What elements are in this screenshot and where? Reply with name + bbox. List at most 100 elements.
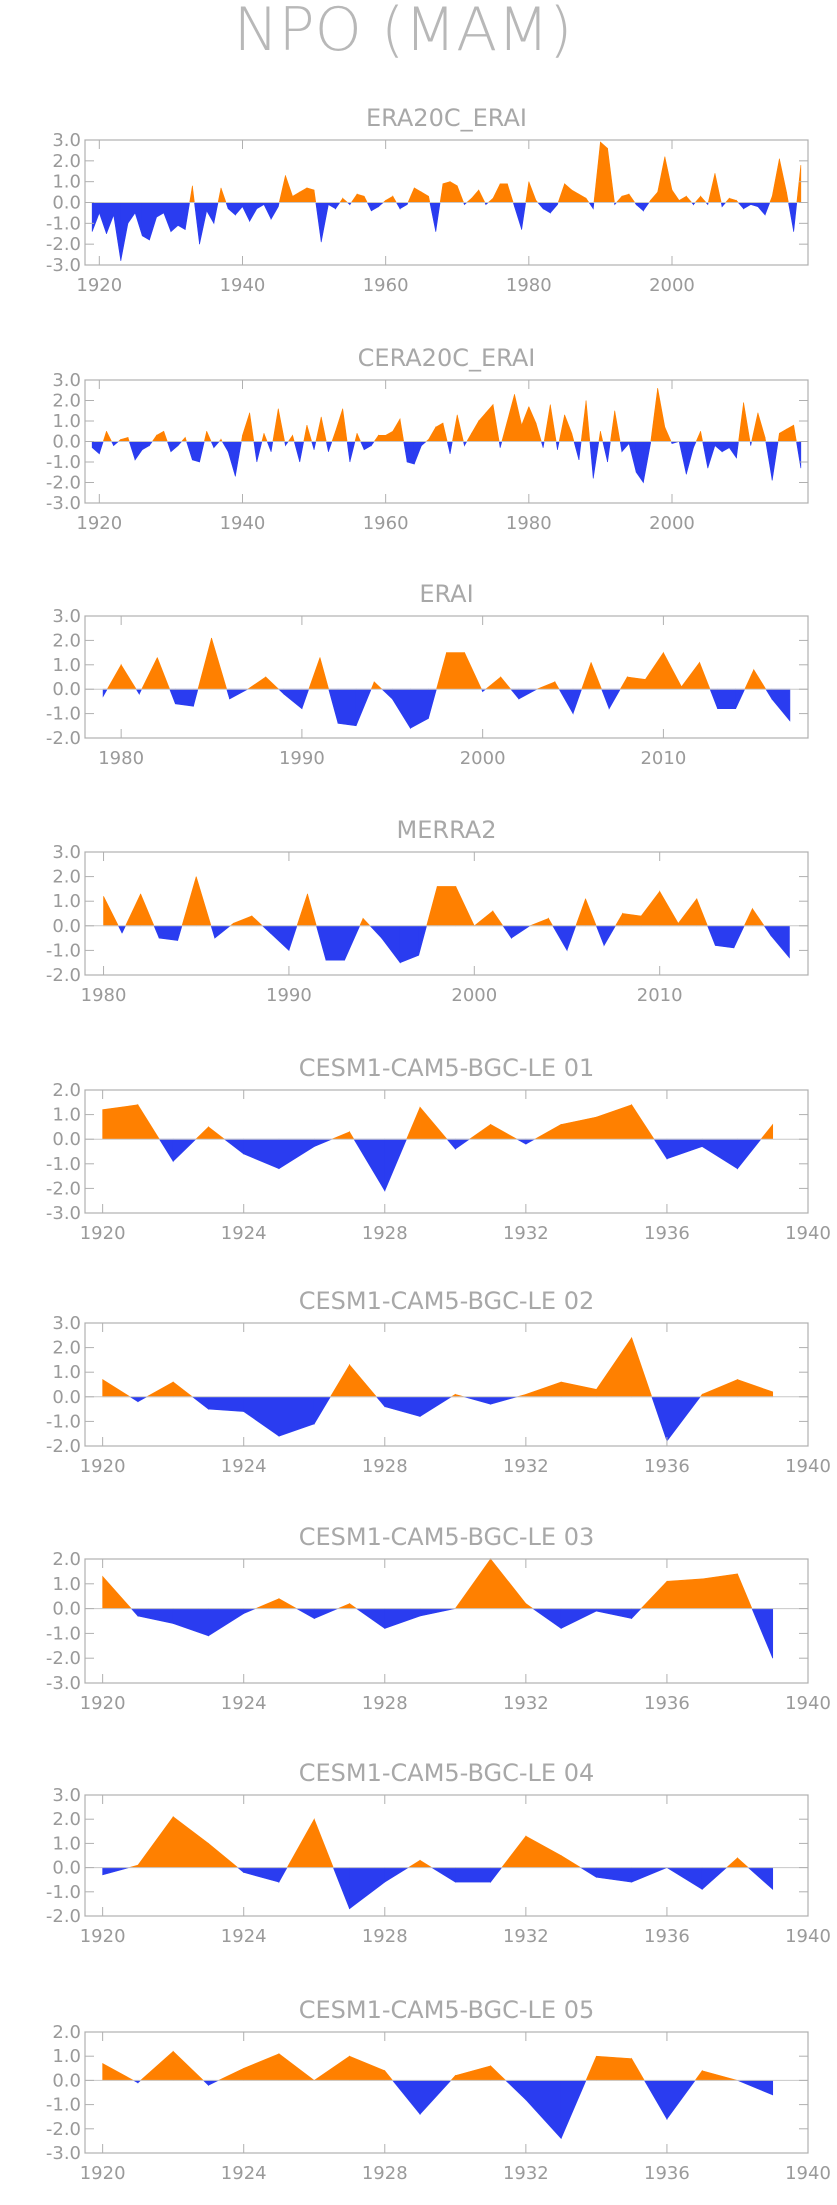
positive-area	[339, 197, 344, 203]
y-tick-label: -2.0	[46, 473, 81, 494]
x-tick-label: 1990	[279, 748, 325, 769]
negative-area	[214, 925, 232, 939]
negative-area	[601, 688, 610, 709]
positive-area	[211, 637, 228, 690]
panel-title: CESM1-CAM5-BGC-LE 05	[299, 1996, 595, 2024]
positive-area	[249, 412, 255, 442]
positive-area	[575, 898, 586, 927]
positive-area	[127, 437, 130, 442]
positive-area	[525, 181, 530, 203]
negative-area	[714, 441, 723, 453]
negative-area	[693, 441, 697, 448]
chart-panel: CERA20C_ERAI 3.02.01.00.0-1.0-2.0-3.01920…	[46, 344, 809, 534]
negative-area	[137, 1608, 174, 1624]
negative-area	[194, 202, 200, 245]
positive-area	[786, 424, 794, 442]
positive-area	[313, 189, 317, 203]
negative-area	[328, 441, 333, 452]
negative-area	[156, 202, 165, 218]
positive-area	[663, 652, 682, 690]
negative-area	[771, 441, 779, 481]
negative-area	[621, 441, 630, 453]
negative-area	[418, 925, 428, 956]
positive-area	[607, 148, 615, 203]
y-tick-label: 3.0	[52, 130, 81, 151]
positive-area	[678, 195, 687, 203]
negative-area	[288, 925, 298, 951]
positive-area	[571, 189, 580, 203]
x-tick-label: 1936	[644, 1926, 690, 1947]
negative-area	[91, 441, 100, 455]
positive-area	[471, 189, 480, 203]
positive-area	[261, 433, 265, 442]
positive-area	[278, 175, 286, 203]
negative-area	[558, 688, 574, 715]
negative-area	[455, 1138, 471, 1150]
negative-area	[184, 202, 191, 230]
y-tick-label: 1.0	[52, 655, 81, 676]
negative-area	[490, 1867, 503, 1884]
positive-area	[631, 1337, 653, 1398]
plot-frame	[84, 1558, 809, 1684]
positive-area	[694, 195, 701, 203]
negative-area	[796, 441, 802, 469]
panel-title: CERA20C_ERAI	[358, 344, 536, 372]
positive-area	[299, 187, 308, 203]
positive-area	[125, 893, 141, 927]
positive-area	[614, 912, 623, 927]
negative-area	[102, 688, 108, 698]
positive-area	[103, 896, 119, 927]
negative-area	[158, 1138, 174, 1163]
negative-area	[141, 202, 150, 241]
negative-area	[384, 1867, 410, 1883]
negative-area	[751, 1608, 774, 1659]
plot-frame	[84, 2031, 809, 2154]
negative-area	[360, 441, 365, 450]
positive-area	[189, 185, 193, 203]
x-tick-label: 1960	[363, 513, 409, 534]
negative-area	[531, 1608, 562, 1630]
negative-area	[335, 202, 341, 210]
positive-area	[306, 187, 315, 203]
y-tick-label: -1.0	[46, 1154, 81, 1175]
positive-area	[292, 191, 301, 203]
x-tick-label: 1980	[98, 748, 144, 769]
negative-area	[631, 1608, 642, 1620]
positive-area	[120, 663, 137, 690]
positive-area	[220, 187, 227, 203]
positive-area	[102, 1379, 132, 1398]
negative-area	[721, 441, 730, 453]
positive-area	[631, 2057, 645, 2081]
negative-area	[678, 441, 687, 475]
x-tick-label: 1920	[80, 1456, 126, 1477]
positive-area	[657, 388, 666, 442]
positive-area	[596, 1104, 632, 1140]
positive-area	[499, 183, 508, 203]
positive-area	[419, 1859, 433, 1868]
negative-area	[421, 441, 428, 447]
y-tick-label: 1.0	[52, 172, 81, 193]
positive-area	[640, 1580, 668, 1609]
negative-area	[177, 441, 183, 447]
positive-area	[137, 1103, 160, 1140]
negative-area	[560, 1608, 597, 1629]
positive-area	[485, 403, 494, 442]
x-tick-label: 1980	[506, 513, 552, 534]
positive-area	[590, 662, 603, 690]
positive-area	[349, 1130, 355, 1140]
negative-area	[743, 202, 752, 210]
y-tick-label: -2.0	[46, 2119, 81, 2140]
negative-area	[737, 202, 744, 210]
x-tick-label: 1936	[644, 1456, 690, 1477]
negative-area	[525, 1138, 536, 1145]
positive-area	[737, 1857, 750, 1868]
positive-area	[560, 1116, 597, 1140]
y-tick-label: 0.0	[52, 2070, 81, 2091]
positive-area	[686, 195, 693, 203]
negative-area	[117, 925, 123, 934]
positive-area	[218, 2067, 245, 2081]
positive-area	[626, 676, 646, 690]
positive-area	[490, 1123, 519, 1140]
positive-area	[243, 2053, 280, 2081]
